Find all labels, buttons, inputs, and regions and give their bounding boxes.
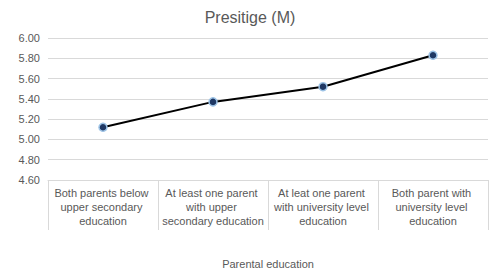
svg-text:At least one parent: At least one parent — [165, 187, 260, 199]
svg-text:5.80: 5.80 — [19, 52, 40, 64]
svg-text:secondary education: secondary education — [162, 215, 264, 227]
svg-text:with upper: with upper — [185, 201, 240, 213]
svg-text:education: education — [299, 215, 347, 227]
svg-text:At leat one parent: At leat one parent — [278, 187, 368, 199]
svg-text:5.20: 5.20 — [19, 113, 40, 125]
svg-text:Both parent with: Both parent with — [392, 187, 475, 199]
svg-text:university level: university level — [395, 201, 470, 213]
svg-text:5.60: 5.60 — [19, 73, 40, 85]
svg-text:Parental education: Parental education — [222, 258, 314, 270]
svg-text:4.60: 4.60 — [19, 174, 40, 186]
svg-text:4.80: 4.80 — [19, 154, 40, 166]
svg-text:Both parents below: Both parents below — [54, 187, 151, 199]
svg-text:5.40: 5.40 — [19, 93, 40, 105]
svg-text:Presitige (M): Presitige (M) — [205, 9, 296, 26]
svg-text:education: education — [79, 215, 127, 227]
svg-text:education: education — [409, 215, 457, 227]
svg-text:with university level: with university level — [273, 201, 372, 213]
svg-text:6.00: 6.00 — [19, 32, 40, 44]
svg-text:5.00: 5.00 — [19, 133, 40, 145]
svg-text:upper secondary: upper secondary — [61, 201, 146, 213]
